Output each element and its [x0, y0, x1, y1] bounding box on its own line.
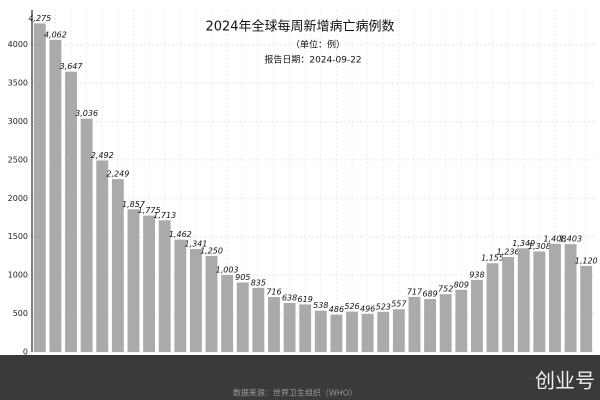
value-label: 1,857 — [122, 200, 146, 209]
chart-title: 2024年全球每周新增病亡病例数 — [205, 19, 394, 35]
source: 数据来源：世界卫生组织（WHO） — [233, 388, 357, 398]
chart-subtitle: （单位：例） — [291, 39, 345, 51]
y-tick-label: 0 — [23, 348, 28, 357]
value-label: 486 — [329, 305, 344, 314]
value-label: 716 — [266, 287, 281, 296]
value-label: 496 — [360, 304, 375, 313]
y-tick-label: 3000 — [8, 117, 28, 126]
bar — [268, 296, 280, 352]
bar — [143, 215, 156, 352]
value-label: 938 — [469, 270, 484, 279]
y-tick-label: 2500 — [8, 155, 28, 164]
value-label: 689 — [422, 290, 437, 299]
bar — [236, 282, 249, 352]
value-label: 1,308 — [528, 242, 551, 251]
value-label: 1,120 — [575, 256, 598, 265]
bar — [174, 239, 187, 352]
bar — [470, 279, 483, 352]
bar — [314, 310, 327, 352]
bar — [517, 248, 530, 352]
value-label: 1,349 — [512, 239, 535, 248]
bar — [252, 287, 265, 352]
value-label: 4,275 — [28, 14, 51, 23]
value-label: 717 — [407, 287, 423, 296]
value-label: 4,062 — [44, 30, 67, 39]
bar — [111, 179, 124, 352]
value-label: 3,647 — [60, 62, 84, 71]
bar — [96, 160, 109, 352]
value-label: 2,249 — [106, 170, 129, 179]
bar — [221, 274, 234, 352]
report-date: 报告日期：2024-09-22 — [264, 54, 361, 66]
value-label: 619 — [298, 295, 313, 304]
value-label: 835 — [251, 278, 266, 287]
bar — [533, 251, 546, 352]
bar — [361, 313, 374, 352]
y-tick-label: 1500 — [8, 232, 28, 241]
bar — [49, 39, 62, 352]
bar — [486, 263, 499, 352]
bar — [80, 118, 93, 352]
value-label: 523 — [376, 302, 391, 311]
value-label: 1,250 — [200, 246, 223, 255]
bar — [408, 296, 421, 352]
y-tick-label: 500 — [13, 309, 28, 318]
value-label: 1,341 — [184, 239, 207, 248]
bar — [65, 71, 77, 352]
value-label: 526 — [344, 302, 359, 311]
value-label: 538 — [313, 301, 328, 310]
bar — [283, 302, 296, 352]
bar — [455, 289, 468, 352]
bar — [392, 309, 405, 352]
value-label: 3,036 — [75, 109, 98, 118]
value-label: 752 — [438, 285, 453, 294]
value-label: 2,492 — [91, 151, 114, 160]
bar — [330, 314, 343, 352]
value-label: 1,236 — [497, 248, 520, 257]
y-tick-label: 4000 — [8, 40, 28, 49]
bar — [205, 255, 218, 352]
value-label: 638 — [282, 293, 297, 302]
bar — [549, 243, 561, 352]
bar — [158, 220, 171, 352]
value-label: 1,155 — [481, 254, 504, 263]
bottom-band — [0, 355, 600, 400]
bar — [564, 244, 577, 352]
watermark: 创业号 — [535, 369, 595, 393]
y-tick-label: 3500 — [8, 79, 28, 88]
y-tick-label: 1000 — [8, 271, 28, 280]
bar — [33, 23, 46, 353]
bar — [580, 265, 593, 352]
bar — [189, 248, 202, 352]
value-label: 1,403 — [559, 235, 582, 244]
value-label: 1,462 — [169, 230, 192, 239]
bar — [346, 311, 358, 352]
bar — [424, 299, 437, 352]
bar — [439, 294, 452, 352]
value-label: 557 — [391, 300, 407, 309]
bar — [127, 209, 140, 352]
value-label: 1,408 — [544, 234, 567, 243]
value-label: 1,775 — [138, 206, 161, 215]
value-label: 1,713 — [153, 211, 176, 220]
bar — [502, 257, 515, 352]
bar — [377, 311, 390, 352]
value-label: 809 — [454, 280, 469, 289]
value-label: 905 — [235, 273, 250, 282]
value-label: 1,003 — [216, 265, 239, 274]
bar — [299, 304, 312, 352]
y-tick-label: 2000 — [8, 194, 28, 203]
